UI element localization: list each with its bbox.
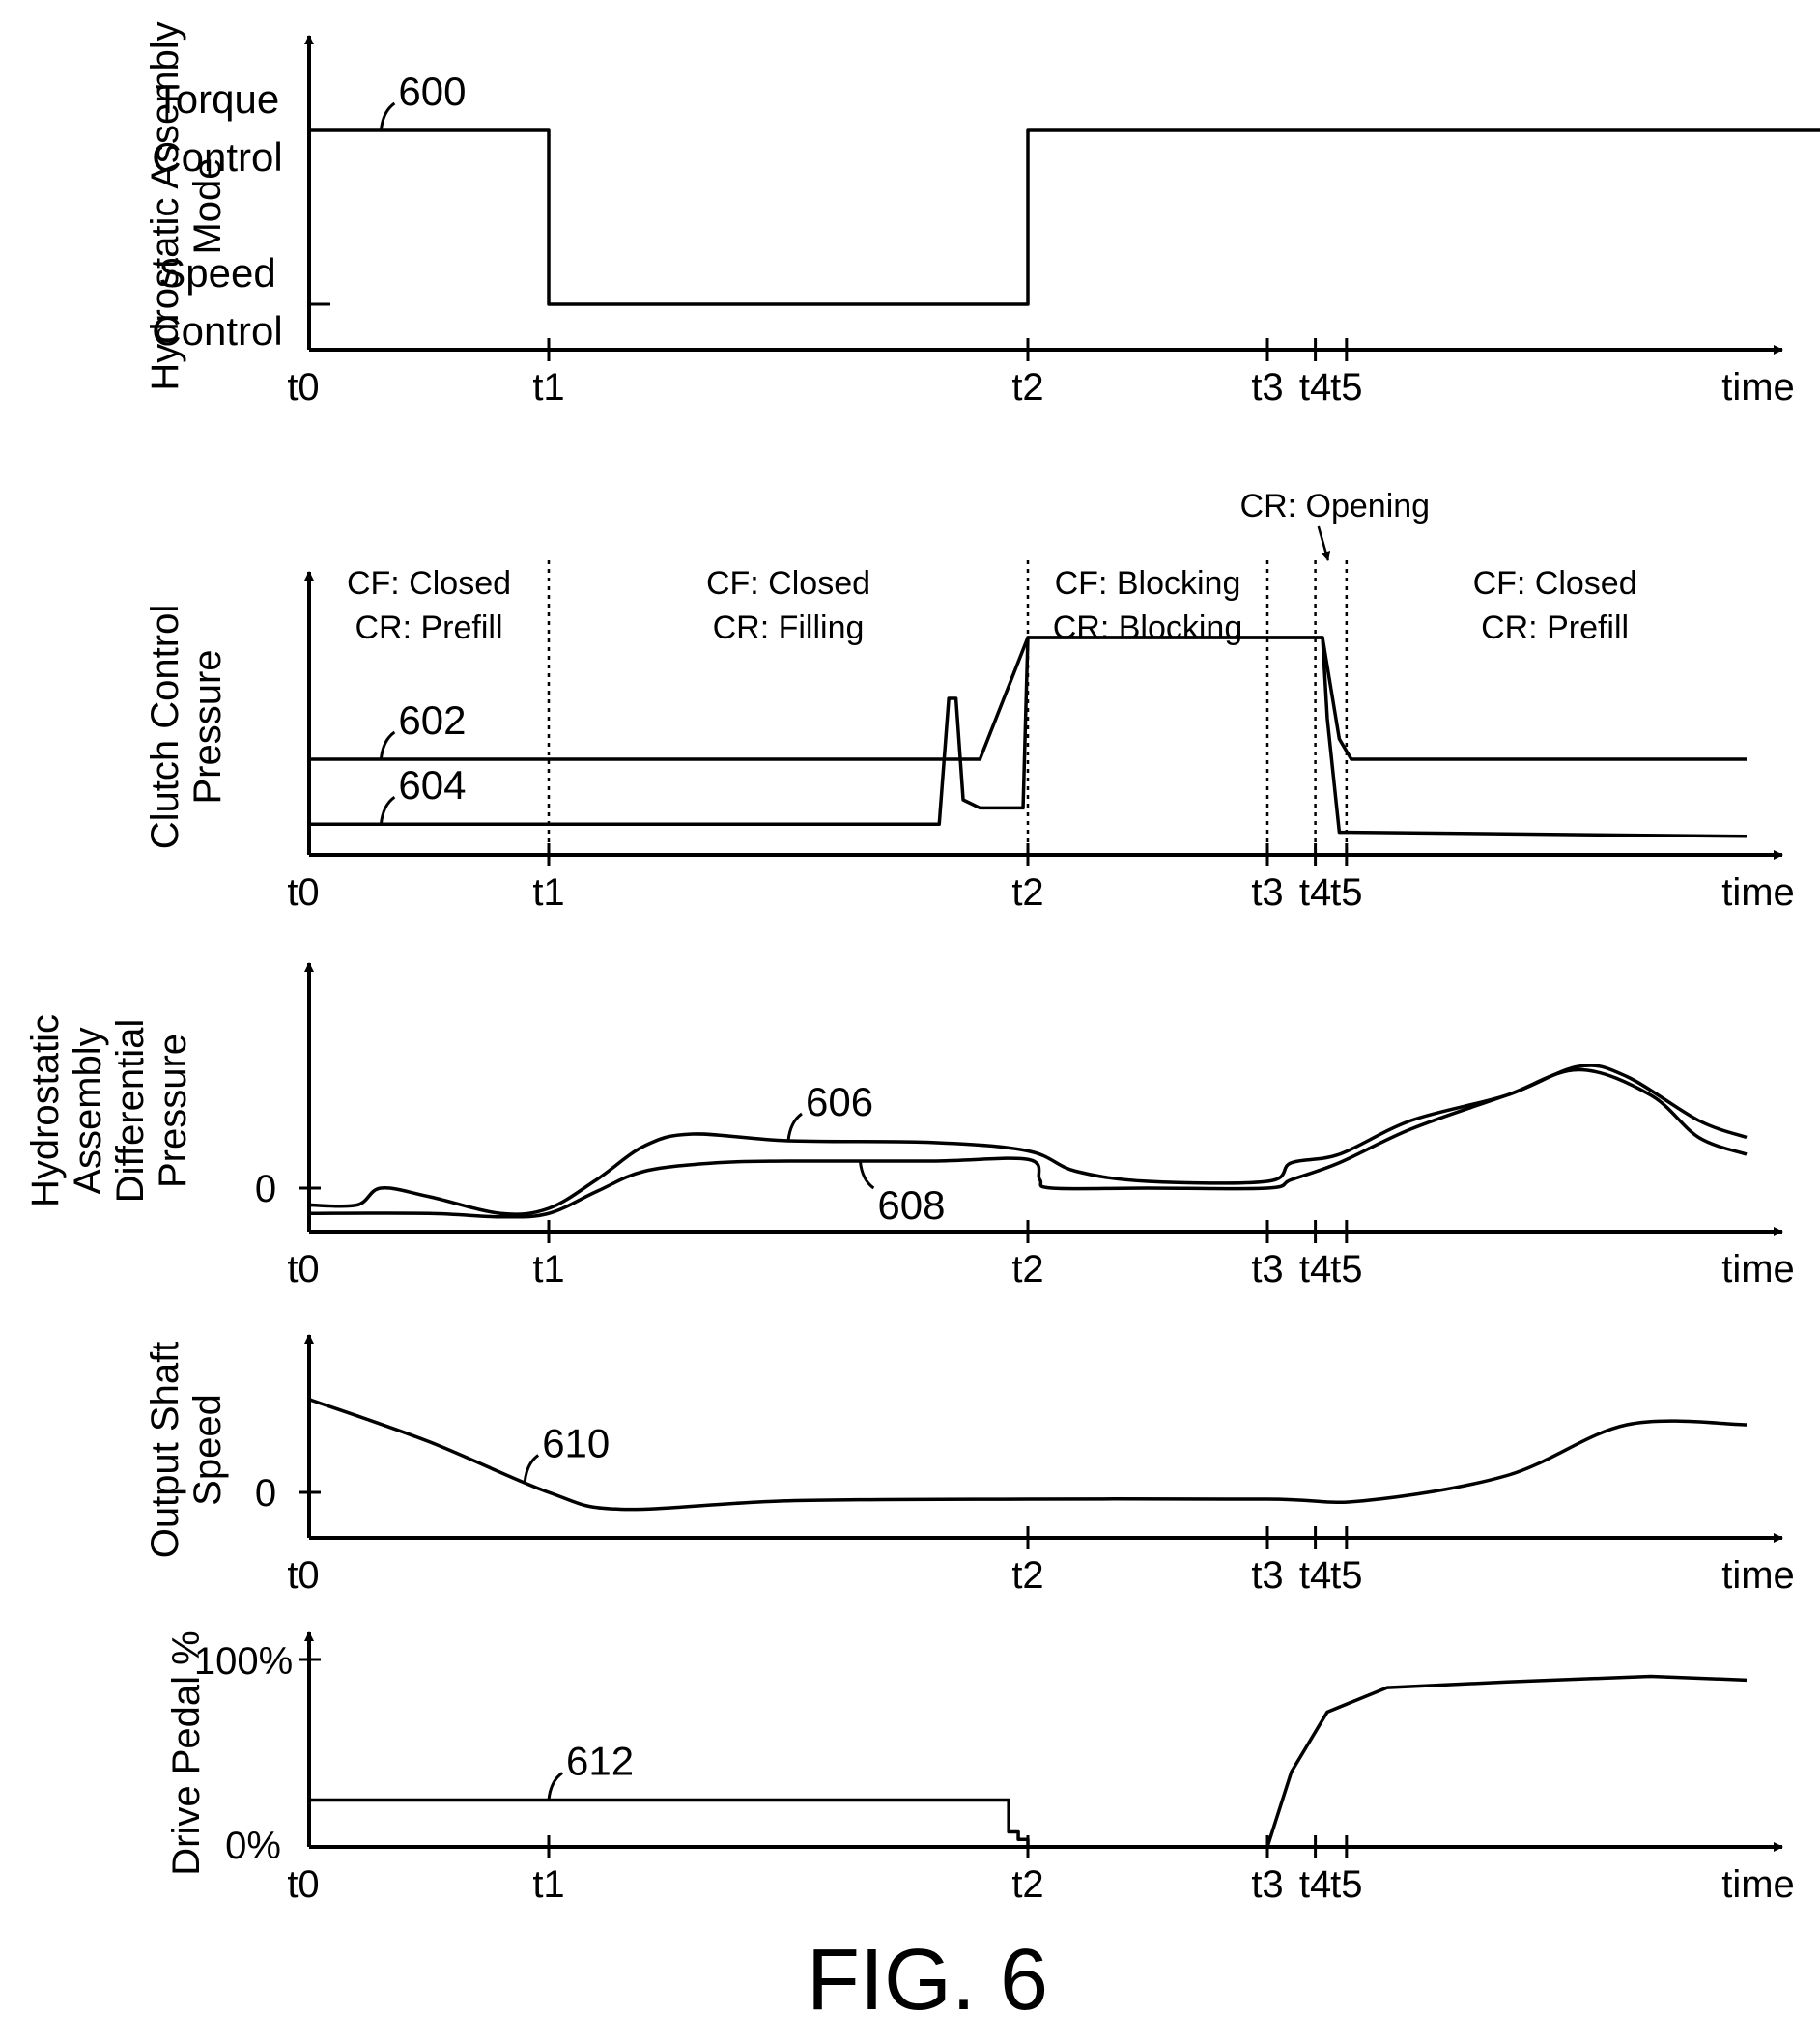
y-level-label-speed: Control [152, 308, 282, 354]
tick-label-t4: t4 [1299, 1554, 1331, 1597]
series-leader-608 [858, 1160, 875, 1190]
series-leader-610 [523, 1454, 540, 1483]
tick-label-t4: t4 [1299, 1248, 1331, 1290]
tick-label-t2: t2 [1011, 1248, 1043, 1290]
tick-label-t1: t1 [532, 1863, 564, 1906]
tick-label-t2: t2 [1011, 871, 1043, 914]
series-line-608 [308, 1067, 1748, 1219]
tick-label-t1: t1 [532, 1248, 564, 1290]
y-axis-label-line: Mode [186, 157, 229, 254]
tick-label-t3: t3 [1251, 1248, 1283, 1290]
tick-label-t0: t0 [287, 366, 319, 409]
y-axis-label-line: Pressure [152, 1034, 194, 1188]
phase-annotation: CF: Blocking [1055, 565, 1241, 602]
tick-label-t4: t4 [1299, 1863, 1331, 1906]
series-leader-602 [379, 730, 396, 760]
tick-label-t5: t5 [1330, 1863, 1362, 1906]
series-label-602: 602 [398, 697, 466, 743]
tick-label-t5: t5 [1330, 871, 1362, 914]
tick-label-t4: t4 [1299, 366, 1331, 409]
phase-annotation: CF: Closed [1473, 565, 1637, 602]
y-axis-label-line: Assembly [67, 1027, 109, 1194]
tick-label-t3: t3 [1251, 871, 1283, 914]
y-axis-label-line: Hydrostatic Assembly [144, 21, 186, 390]
x-axis-label: time [1721, 1554, 1795, 1597]
series-line-604 [309, 636, 1748, 838]
tick-label-t0: t0 [287, 1554, 319, 1597]
tick-label-t5: t5 [1330, 1248, 1362, 1290]
y-axis-label-line: Drive Pedal % [165, 1631, 208, 1875]
figure-label: FIG. 6 [807, 1932, 1048, 2028]
phase-annotation: CR: Prefill [1481, 610, 1629, 646]
tick-label-t3: t3 [1251, 1863, 1283, 1906]
y-level-label-torque: Control [152, 134, 282, 180]
y-axis-label-line: Speed [186, 1394, 229, 1506]
y-axis-label-line: Pressure [186, 649, 229, 804]
series-leader-606 [786, 1112, 803, 1142]
series-leader-612 [547, 1772, 563, 1801]
series-label-612: 612 [566, 1739, 634, 1784]
tick-label-t0: t0 [287, 1863, 319, 1906]
phase-annotation: CR: Prefill [355, 610, 502, 646]
x-axis-label: time [1721, 871, 1795, 914]
phase-annotation: CF: Closed [706, 565, 870, 602]
tick-label-t2: t2 [1011, 366, 1043, 409]
tick-label-t5: t5 [1330, 366, 1362, 409]
tick-label-t0: t0 [287, 1248, 319, 1290]
y-axis-label-line: Output Shaft [144, 1342, 186, 1559]
series-label-610: 610 [542, 1421, 610, 1466]
x-axis-label: time [1721, 366, 1795, 409]
tick-label-t5: t5 [1330, 1554, 1362, 1597]
series-line-606 [308, 1064, 1748, 1216]
zero-label: 0 [255, 1472, 276, 1515]
tick-label-t1: t1 [532, 366, 564, 409]
x-axis-label: time [1721, 1248, 1795, 1290]
series-label-604: 604 [398, 762, 466, 808]
phase-annotation: CR: Blocking [1053, 610, 1243, 646]
phase-annotation: CF: Closed [347, 565, 511, 602]
y-axis-label-line: Clutch Control [144, 605, 186, 849]
tick-label-t2: t2 [1011, 1863, 1043, 1906]
tick-label-t0: t0 [287, 871, 319, 914]
y-axis-label-line: Hydrostatic [24, 1014, 67, 1207]
x-axis-label: time [1721, 1863, 1795, 1906]
series-line-610 [308, 1398, 1748, 1512]
tick-label-t1: t1 [532, 871, 564, 914]
callout-label: CR: Opening [1240, 488, 1431, 525]
y-level-label-speed: Speed [158, 250, 275, 296]
tick-label-t2: t2 [1011, 1554, 1043, 1597]
tick-label-t4: t4 [1299, 871, 1331, 914]
y-tick-label-100: 100% [194, 1640, 293, 1683]
series-line-612 [309, 1674, 1748, 1849]
series-label-606: 606 [806, 1079, 873, 1124]
tick-label-t3: t3 [1251, 1554, 1283, 1597]
phase-annotation: CR: Filling [713, 610, 865, 646]
series-line-600 [309, 128, 1820, 306]
callout-arrow [1317, 525, 1331, 561]
y-tick-label-0: 0% [225, 1825, 281, 1867]
series-label-608: 608 [877, 1182, 945, 1228]
zero-label: 0 [255, 1168, 276, 1210]
series-label-600: 600 [398, 69, 466, 114]
tick-label-t3: t3 [1251, 366, 1283, 409]
y-axis-label-line: Differential [109, 1019, 152, 1203]
series-leader-604 [379, 795, 396, 825]
y-level-label-torque: Torque [156, 76, 279, 122]
series-leader-600 [379, 101, 396, 131]
